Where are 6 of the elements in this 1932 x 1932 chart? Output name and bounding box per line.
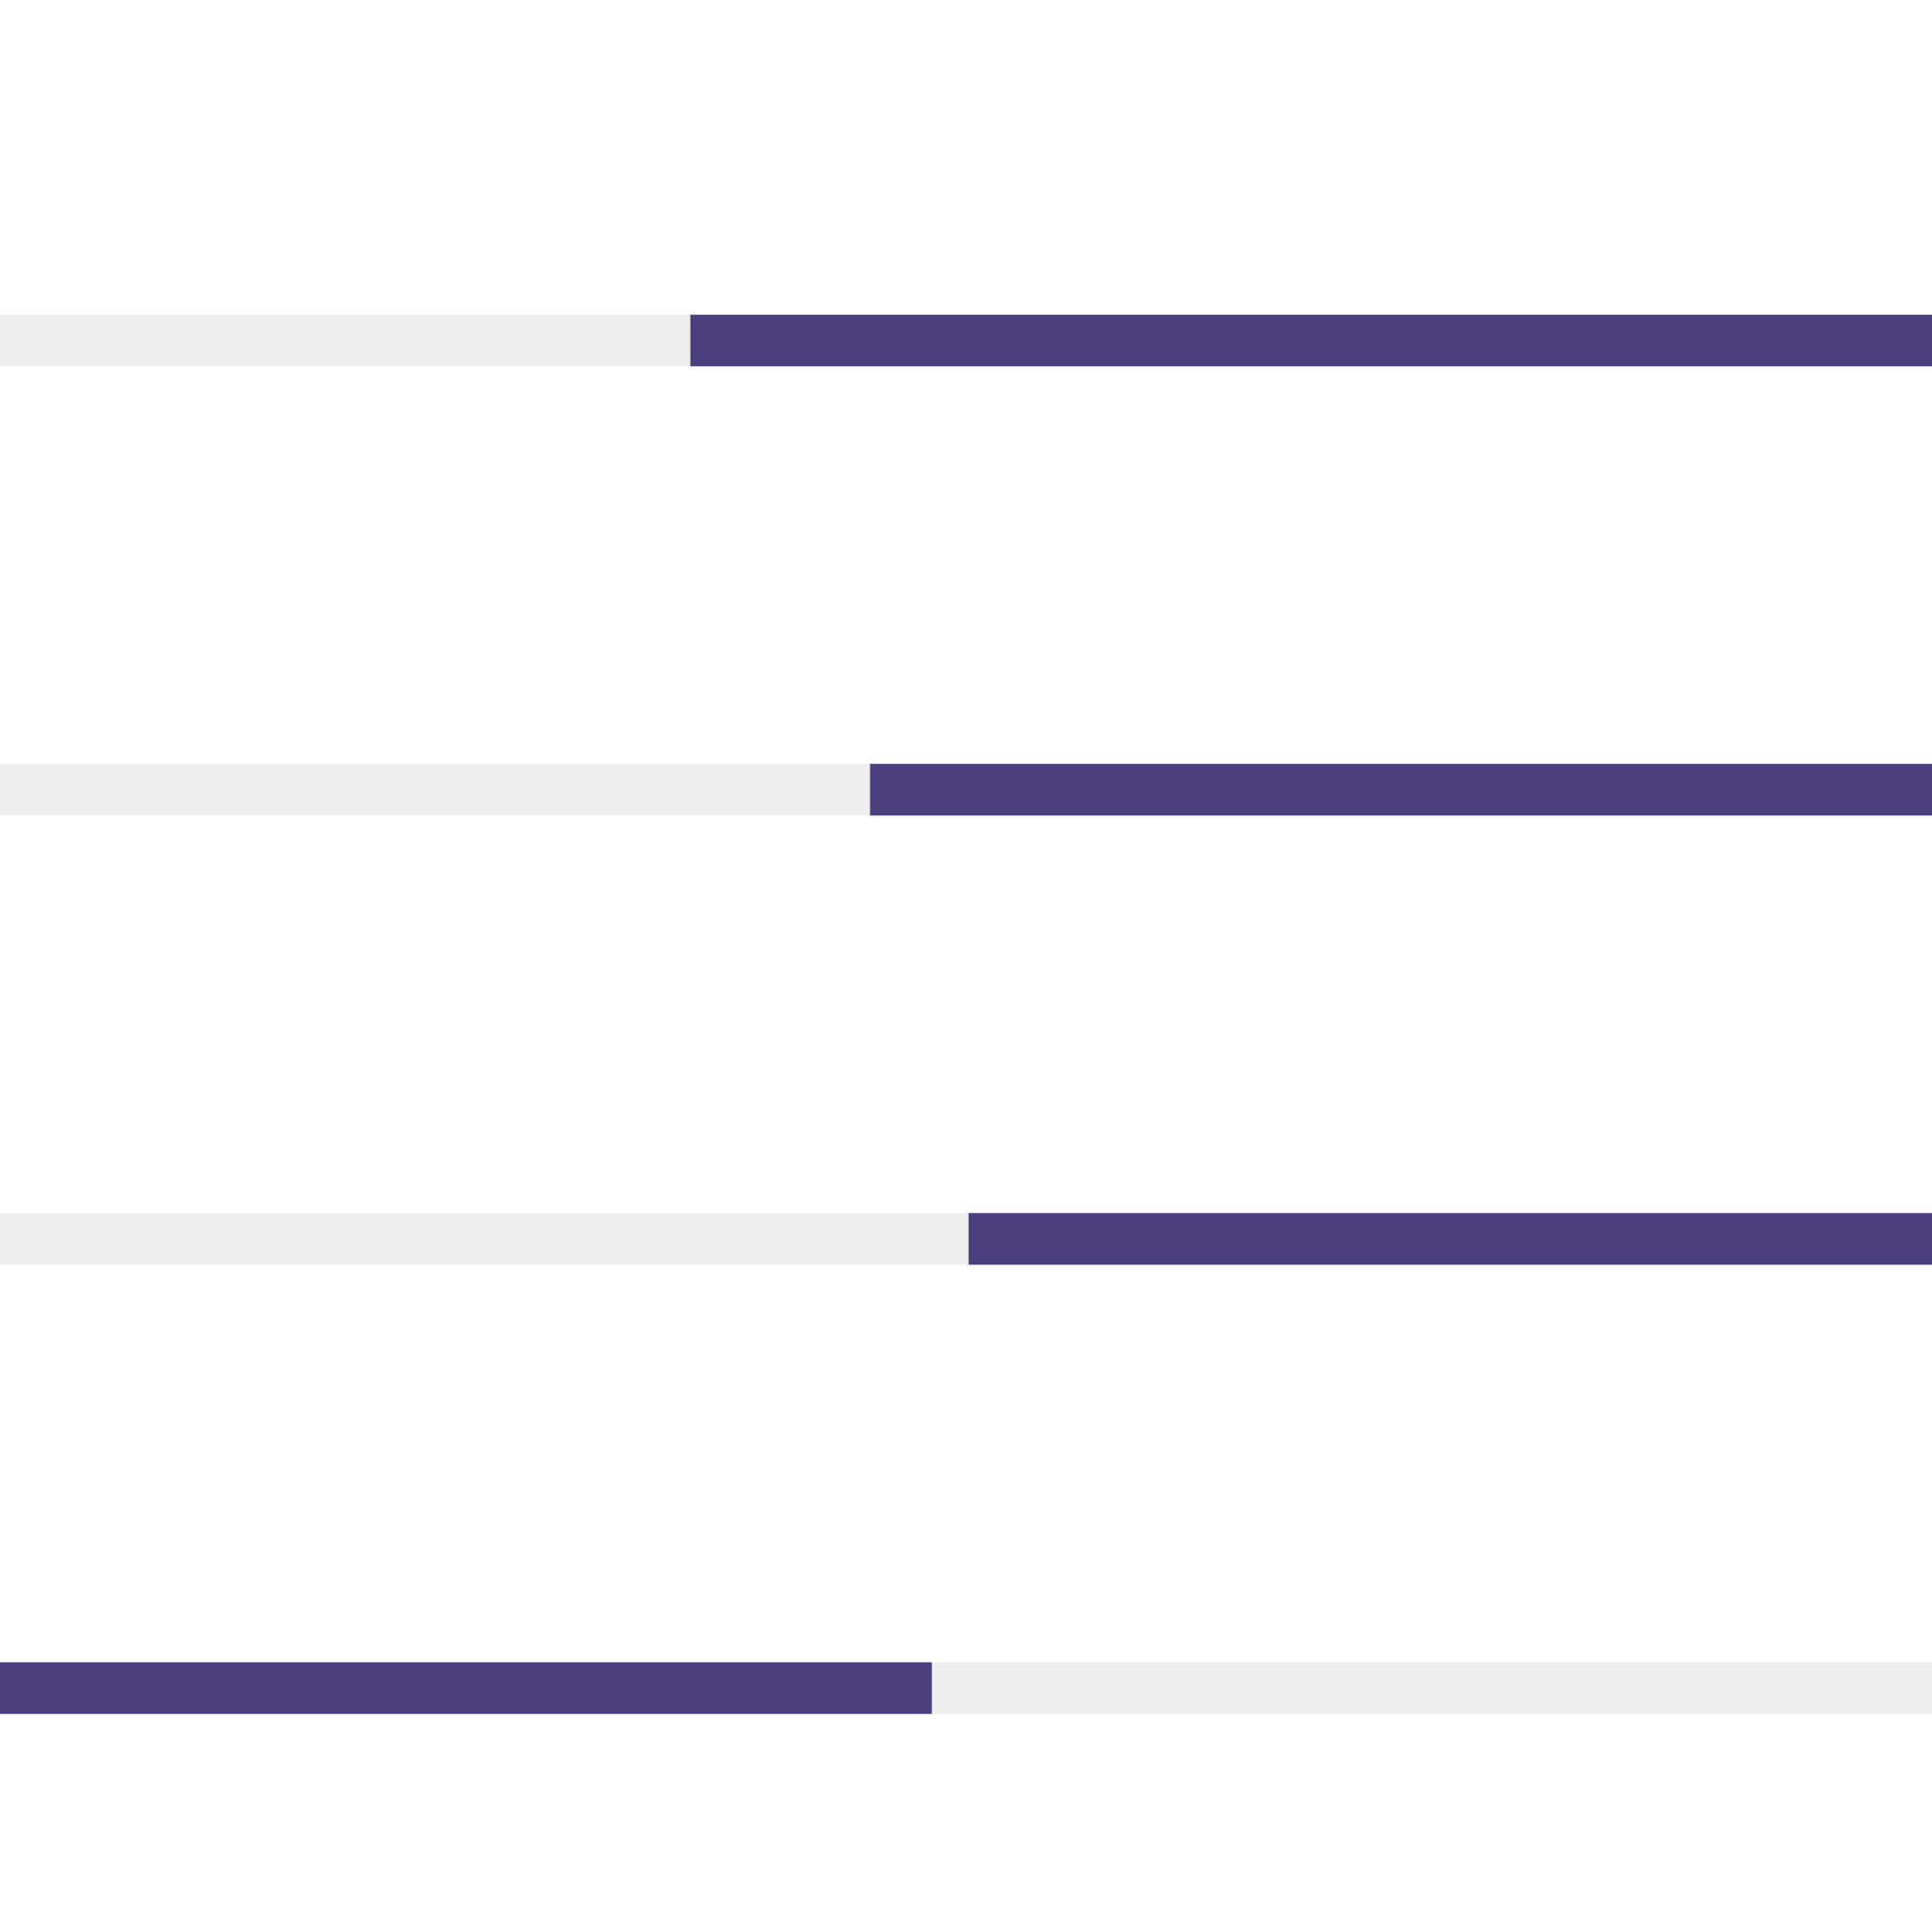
bar bbox=[0, 763, 870, 816]
bar bbox=[0, 314, 691, 367]
bar bbox=[689, 314, 1932, 367]
bar bbox=[967, 1212, 1932, 1265]
bar bbox=[868, 763, 1932, 816]
bar bbox=[0, 1212, 969, 1265]
